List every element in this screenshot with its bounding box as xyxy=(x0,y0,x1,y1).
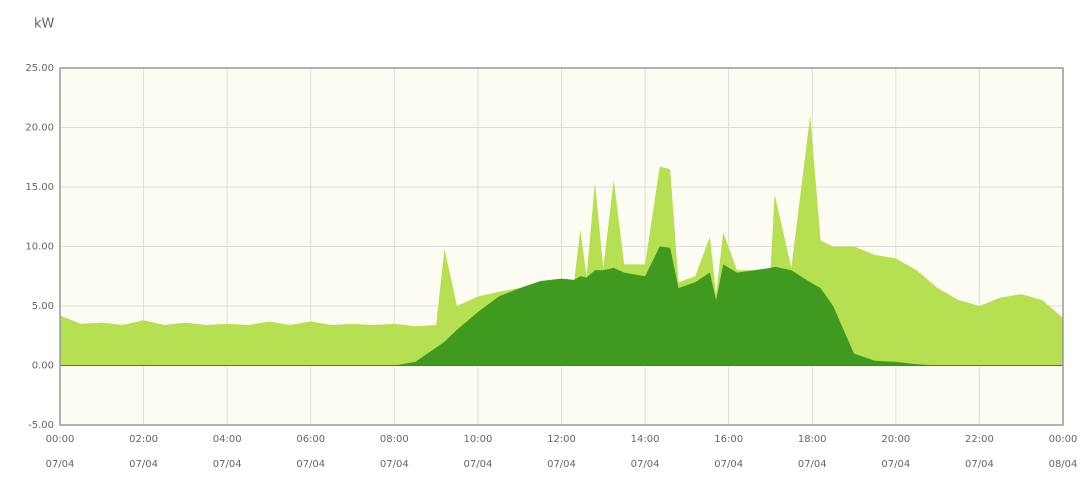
x-tick-date: 07/04 xyxy=(881,459,910,470)
y-tick-label: 15.00 xyxy=(25,182,54,193)
x-tick-label: 18:00 xyxy=(798,434,827,445)
x-tick-date: 07/04 xyxy=(547,459,576,470)
x-tick-label: 16:00 xyxy=(714,434,743,445)
x-tick-label: 14:00 xyxy=(631,434,660,445)
plot-border xyxy=(59,67,1064,426)
x-tick-label: 06:00 xyxy=(296,434,325,445)
x-tick-date: 07/04 xyxy=(129,459,158,470)
x-tick-date: 07/04 xyxy=(631,459,660,470)
y-tick-label: 10.00 xyxy=(25,242,54,253)
x-tick-date: 07/04 xyxy=(213,459,242,470)
area xyxy=(60,246,1063,366)
y-tick-label: -5.00 xyxy=(28,420,54,431)
x-tick-label: 22:00 xyxy=(965,434,994,445)
x-tick-label: 08:00 xyxy=(380,434,409,445)
x-tick-date: 07/04 xyxy=(380,459,409,470)
y-tick-label: 0.00 xyxy=(32,361,54,372)
x-tick-date: 08/04 xyxy=(1049,459,1078,470)
y-tick-label: 5.00 xyxy=(32,301,54,312)
x-tick-date: 07/04 xyxy=(798,459,827,470)
x-tick-label: 04:00 xyxy=(213,434,242,445)
x-tick-date: 07/04 xyxy=(714,459,743,470)
y-tick-label: 25.00 xyxy=(25,63,54,74)
y-axis-label: kW xyxy=(34,17,55,32)
x-tick-date: 07/04 xyxy=(965,459,994,470)
x-tick-label: 00:00 xyxy=(1049,434,1078,445)
x-tick-label: 12:00 xyxy=(547,434,576,445)
x-tick-date: 07/04 xyxy=(296,459,325,470)
x-tick-date: 07/04 xyxy=(46,459,75,470)
x-tick-label: 02:00 xyxy=(129,434,158,445)
x-tick-date: 07/04 xyxy=(464,459,493,470)
y-tick-label: 20.00 xyxy=(25,123,54,134)
x-tick-label: 10:00 xyxy=(464,434,493,445)
x-tick-label: 00:00 xyxy=(46,434,75,445)
x-tick-label: 20:00 xyxy=(881,434,910,445)
